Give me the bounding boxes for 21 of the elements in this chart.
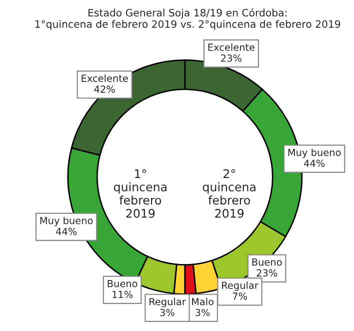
- data-label: 44%: [56, 228, 77, 236]
- data-label: 44%: [304, 160, 325, 167]
- chart-title: Estado General Soja 18/19 en Córdoba: 1°quincena de febrero 2019 vs. 2°quincena de febrero 2019: [35, 8, 340, 30]
- data-label: 42%: [94, 85, 115, 93]
- text: 2° quincena febrero 2019: [202, 169, 256, 218]
- slice-label: Bueno: [252, 258, 282, 266]
- data-label: 11%: [112, 290, 133, 298]
- text: 1° quincena febrero 2019: [114, 169, 166, 218]
- slice-label: Malo: [192, 298, 214, 306]
- data-label: 7%: [232, 292, 247, 300]
- slice-label: Excelente: [82, 74, 128, 82]
- data-label: 3%: [160, 308, 174, 316]
- slice-label: Excelente: [208, 43, 255, 51]
- data-label: 23%: [221, 54, 242, 62]
- data-label: 23%: [256, 269, 278, 277]
- slice-label: Regular: [222, 281, 258, 291]
- slice-label: Regular: [150, 298, 186, 308]
- slice-label: Bueno: [108, 280, 138, 288]
- data-label: 3%: [196, 308, 210, 316]
- slice-label: Muy bueno: [288, 148, 341, 158]
- slice-label: Muy bueno: [40, 216, 93, 226]
